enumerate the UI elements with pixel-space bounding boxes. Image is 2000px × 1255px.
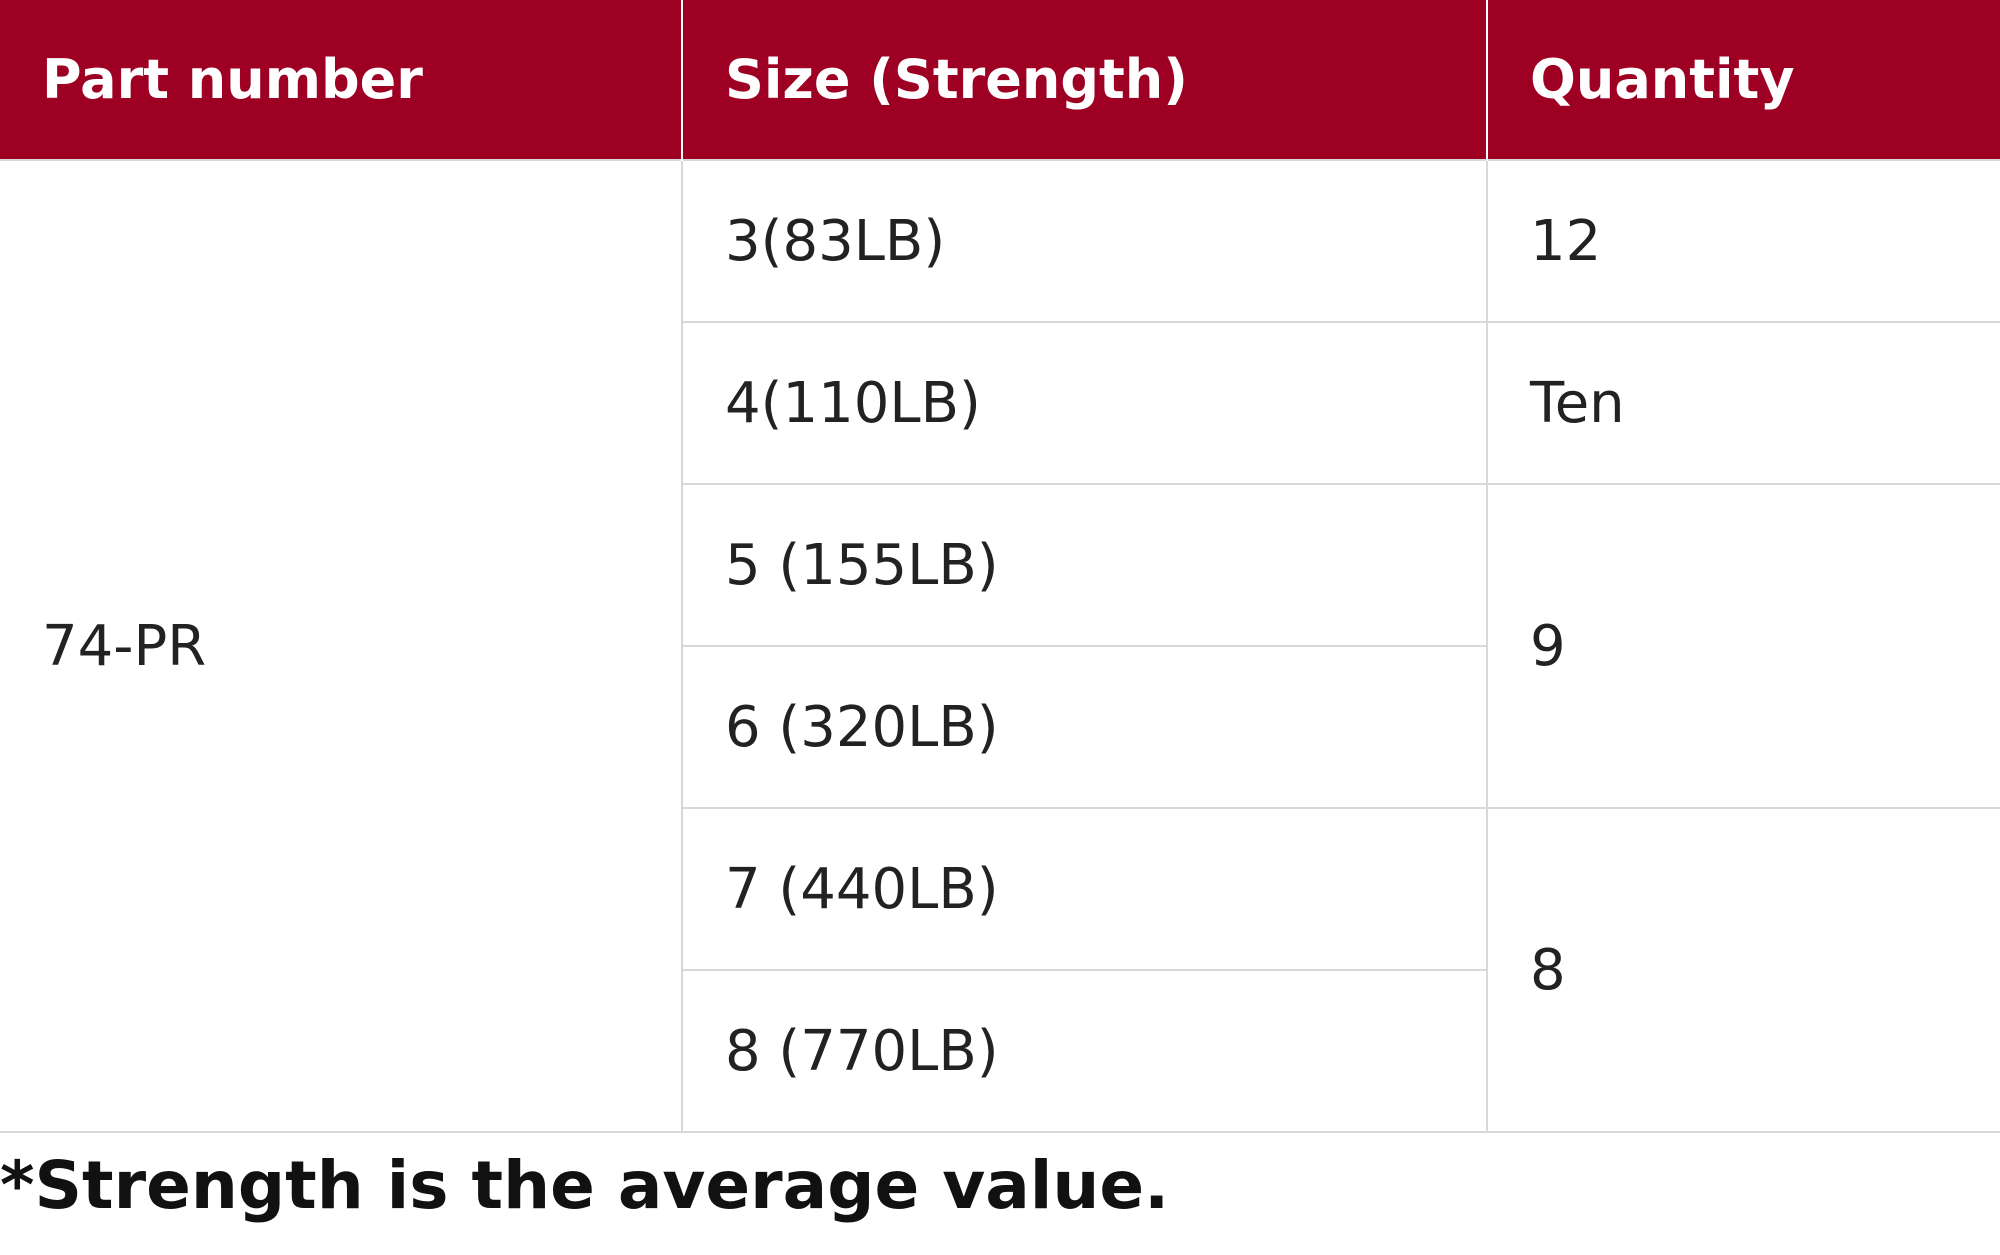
header-cell: Size (Strength)	[681, 0, 1487, 160]
size: 8 (770LB)	[681, 969, 1488, 1133]
quantity: 8	[1486, 807, 2000, 1133]
size: 6 (320LB)	[681, 645, 1488, 809]
size: 7 (440LB)	[681, 807, 1488, 971]
part-number: 74-PR	[0, 159, 683, 1133]
spec-table: Part number Size (Strength) Quantity 74-…	[0, 0, 2000, 1133]
row: 8 (770LB)	[0, 969, 2000, 1133]
header-cell: Part number	[0, 0, 682, 160]
quantity: 12	[1486, 159, 2000, 323]
size: 3(83LB)	[681, 159, 1488, 323]
row: 7 (440LB) 8	[0, 807, 2000, 1133]
quantity: Ten	[1486, 321, 2000, 485]
header-cell: Quantity	[1486, 0, 2000, 160]
row: 74-PR 3(83LB) 12	[0, 159, 2000, 1133]
size: 4(110LB)	[681, 321, 1488, 485]
row: 4(110LB) Ten	[0, 321, 2000, 485]
row: 5 (155LB) 9	[0, 483, 2000, 809]
footnote: *Strength is the average value.	[0, 1147, 1170, 1224]
size: 5 (155LB)	[681, 483, 1488, 647]
header-row: Part number Size (Strength) Quantity	[0, 0, 2000, 160]
row: 6 (320LB)	[0, 645, 2000, 809]
quantity: 9	[1486, 483, 2000, 809]
